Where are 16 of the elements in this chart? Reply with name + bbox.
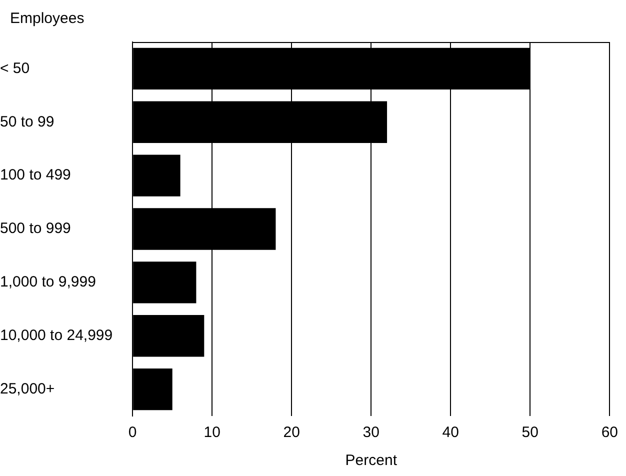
x-tick-label: 20	[283, 424, 300, 442]
y-tick-label: < 50	[0, 60, 30, 77]
y-tick-label: 10,000 to 24,999	[0, 327, 113, 344]
x-tick-label: 10	[204, 424, 220, 442]
y-axis-title: Employees	[10, 10, 84, 27]
x-tick-label: 0	[128, 424, 137, 442]
y-tick-label: 50 to 99	[0, 113, 54, 130]
x-tick-label: 50	[522, 424, 538, 442]
x-tick-label: 60	[601, 424, 618, 442]
x-axis-title: Percent	[345, 452, 398, 470]
y-tick-label: 1,000 to 9,999	[0, 274, 96, 291]
x-tick-label: 30	[362, 424, 380, 442]
y-tick-label: 500 to 999	[0, 220, 71, 238]
x-tick-label: 40	[442, 424, 459, 442]
y-tick-label: 100 to 499	[0, 166, 71, 184]
y-tick-label: 25,000+	[0, 380, 55, 398]
